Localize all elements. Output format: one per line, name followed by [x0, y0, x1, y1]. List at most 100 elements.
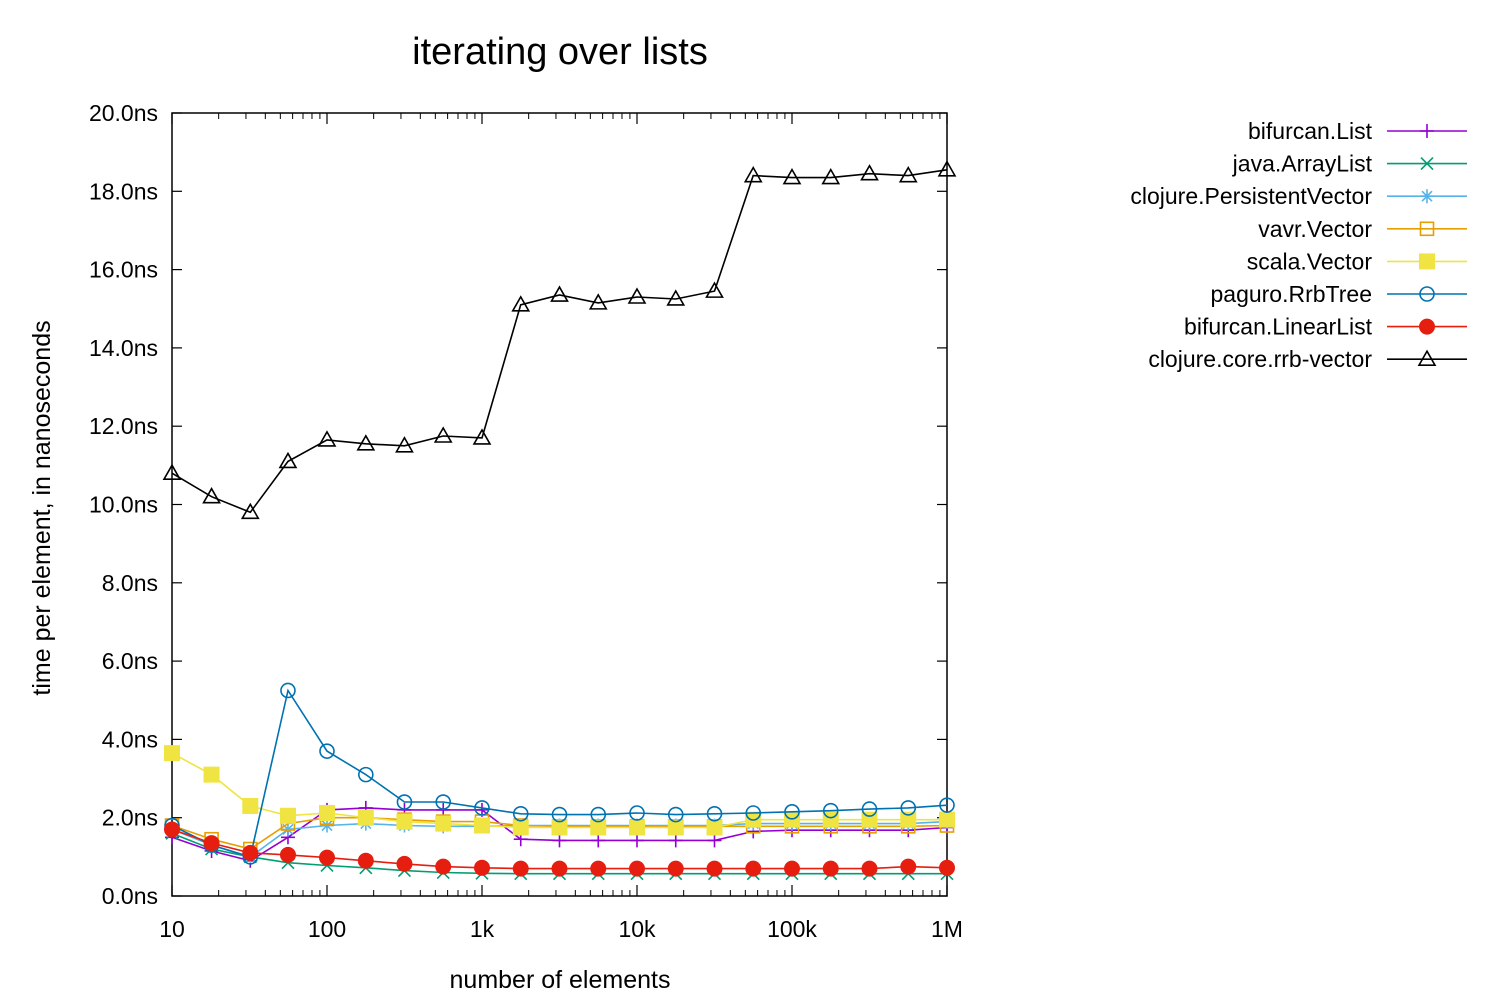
x-tick-label: 10	[159, 916, 185, 942]
data-point	[900, 811, 917, 828]
data-point	[706, 805, 723, 822]
data-point	[745, 860, 762, 877]
y-tick-label: 8.0ns	[102, 570, 158, 596]
y-tick-label: 10.0ns	[89, 492, 158, 518]
y-tick-label: 6.0ns	[102, 648, 158, 674]
x-tick-label: 100k	[767, 916, 817, 942]
legend-marker	[1417, 349, 1437, 366]
legend-entry: bifurcan.LinearList	[1184, 314, 1467, 340]
data-point	[512, 860, 529, 877]
data-point	[706, 860, 723, 877]
data-point	[668, 833, 683, 848]
legend-entry: clojure.PersistentVector	[1130, 183, 1467, 209]
x-tick-label: 100	[308, 916, 346, 942]
data-point	[745, 805, 762, 821]
data-point	[356, 434, 376, 451]
legend-entry: vavr.Vector	[1258, 216, 1467, 242]
data-point	[939, 859, 955, 876]
data-point	[511, 295, 531, 312]
y-tick-label: 18.0ns	[89, 178, 158, 204]
data-point	[164, 821, 180, 838]
data-point	[784, 811, 800, 828]
data-point	[474, 800, 490, 816]
data-point	[280, 682, 296, 699]
data-point	[435, 794, 452, 810]
legend-entry: bifurcan.List	[1248, 118, 1467, 144]
data-point	[590, 860, 607, 877]
legend-entry: paguro.RrbTree	[1210, 281, 1467, 307]
chart-title: iterating over lists	[412, 31, 708, 73]
data-point	[357, 809, 374, 826]
series-bifurcan-linearlist	[164, 821, 955, 877]
data-point	[706, 819, 723, 836]
data-point	[512, 805, 529, 822]
y-tick-label: 12.0ns	[89, 413, 158, 439]
legend-marker	[1420, 189, 1434, 204]
x-tick-label: 10k	[618, 916, 656, 942]
legend-label: paguro.RrbTree	[1210, 281, 1372, 307]
data-point	[782, 167, 802, 185]
data-point	[743, 166, 763, 183]
data-point	[590, 819, 607, 836]
x-axis-label: number of elements	[450, 966, 671, 994]
data-point	[551, 860, 568, 877]
data-point	[164, 745, 180, 762]
data-point	[937, 160, 957, 177]
data-point	[358, 766, 374, 783]
data-point	[861, 860, 878, 877]
legend-marker	[1419, 318, 1435, 335]
data-point	[705, 281, 724, 298]
data-point	[784, 860, 800, 877]
data-point	[550, 285, 569, 302]
legend-label: vavr.Vector	[1258, 216, 1372, 242]
data-point	[242, 844, 259, 861]
data-point	[317, 430, 337, 447]
data-point	[588, 293, 608, 310]
plot-area: 0.0ns 2.0ns 4.0ns 6.0ns 8.0ns 10.0ns 12.0ns 14.…	[89, 100, 963, 942]
data-point	[203, 766, 220, 783]
y-tick-label: 4.0ns	[102, 726, 158, 752]
series-clojure-core-rrb-vector	[162, 160, 957, 520]
data-point	[319, 849, 335, 866]
legend-marker	[1419, 253, 1435, 270]
data-point	[203, 835, 220, 852]
data-point	[629, 860, 645, 877]
data-point	[898, 166, 918, 183]
x-tick-label: 1M	[931, 916, 963, 942]
legend-label: java.ArrayList	[1232, 151, 1373, 177]
series-line	[171, 688, 948, 858]
data-point	[279, 807, 296, 824]
data-point	[666, 289, 686, 306]
data-point	[242, 797, 259, 814]
data-point	[202, 487, 221, 504]
y-tick-label: 20.0ns	[89, 100, 158, 126]
data-point	[667, 819, 684, 836]
legend-label: bifurcan.LinearList	[1184, 314, 1373, 340]
legend-label: scala.Vector	[1247, 248, 1373, 274]
data-point	[435, 858, 452, 875]
data-point	[512, 819, 529, 836]
data-point	[320, 818, 334, 833]
data-point	[590, 806, 607, 823]
legend-entry: scala.Vector	[1247, 248, 1467, 274]
legend-entry: java.ArrayList	[1232, 151, 1467, 177]
x-tick-label: 1k	[470, 916, 495, 942]
legend-marker	[1420, 157, 1434, 171]
data-point	[435, 815, 452, 832]
data-point	[396, 794, 413, 810]
series-line	[171, 169, 948, 514]
data-point	[939, 811, 955, 828]
data-point	[319, 805, 335, 822]
legend-label: clojure.PersistentVector	[1130, 183, 1372, 209]
data-point	[551, 819, 568, 836]
data-point	[861, 801, 878, 817]
data-point	[162, 463, 182, 480]
y-tick-label: 14.0ns	[89, 335, 158, 361]
data-point	[474, 859, 490, 876]
legend-marker	[1420, 124, 1434, 138]
data-point	[433, 426, 453, 443]
data-point	[822, 860, 839, 877]
legend-label: clojure.core.rrb-vector	[1148, 346, 1372, 372]
plot-frame	[171, 112, 948, 897]
data-point	[900, 800, 917, 816]
